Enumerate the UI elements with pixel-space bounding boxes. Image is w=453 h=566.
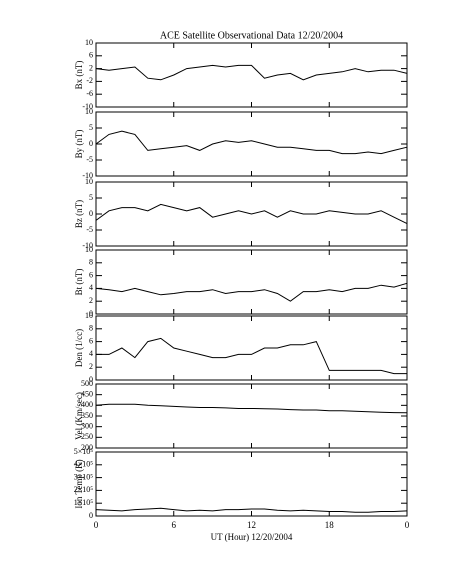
y-tick-label: 6 bbox=[89, 336, 93, 345]
y-tick-label: 5×10⁵ bbox=[74, 447, 94, 456]
y-tick-label: 0 bbox=[89, 309, 93, 318]
data-line bbox=[95, 130, 408, 155]
y-axis-label: Bz (nT) bbox=[74, 200, 84, 228]
y-tick-label: 6 bbox=[89, 51, 93, 60]
data-line bbox=[96, 337, 407, 375]
y-tick-label: 0 bbox=[89, 139, 93, 148]
y-tick-label: 2 bbox=[89, 362, 93, 371]
y-axis-label: Bx (nT) bbox=[74, 61, 84, 90]
data-line bbox=[95, 403, 408, 414]
y-axis-label: Bt (nT) bbox=[74, 269, 84, 296]
y-tick-label: 10 bbox=[85, 107, 93, 116]
panel-frame bbox=[95, 249, 408, 315]
y-tick-label: 4 bbox=[89, 349, 93, 358]
y-tick-label: 0 bbox=[89, 375, 93, 384]
data-line bbox=[95, 507, 408, 513]
y-tick-label: 10 bbox=[85, 38, 93, 47]
y-axis-label: Ion Temp (K) bbox=[74, 459, 84, 508]
y-tick-label: 0 bbox=[89, 209, 93, 218]
y-tick-label: 8 bbox=[89, 324, 93, 333]
y-tick-label: 500 bbox=[81, 379, 93, 388]
panel-frame bbox=[95, 383, 408, 449]
y-tick-label: 6 bbox=[89, 270, 93, 279]
y-tick-label: 10 bbox=[85, 245, 93, 254]
y-tick-label: 3×10⁵ bbox=[74, 472, 94, 481]
y-tick-label: 5 bbox=[89, 123, 93, 132]
data-line bbox=[95, 203, 408, 225]
y-tick-label: 2×10⁵ bbox=[74, 485, 94, 494]
y-tick-label: 2 bbox=[89, 63, 93, 72]
y-tick-label: 2 bbox=[89, 296, 93, 305]
x-tick-label: 0 bbox=[94, 520, 99, 530]
y-tick-label: 350 bbox=[81, 411, 93, 420]
x-axis-label: UT (Hour) 12/20/2004 bbox=[211, 532, 293, 542]
y-tick-label: 400 bbox=[81, 400, 93, 409]
y-tick-label: 450 bbox=[81, 389, 93, 398]
y-tick-label: -6 bbox=[86, 89, 93, 98]
y-tick-label: 10 bbox=[85, 311, 93, 320]
y-tick-label: -2 bbox=[86, 76, 93, 85]
panel-frame bbox=[95, 42, 408, 108]
y-tick-label: -10 bbox=[82, 241, 93, 250]
y-tick-label: 5 bbox=[89, 193, 93, 202]
y-tick-label: 4 bbox=[89, 283, 93, 292]
y-tick-label: 8 bbox=[89, 258, 93, 267]
y-tick-label: -10 bbox=[82, 171, 93, 180]
y-axis-label: Den (1/cc) bbox=[74, 329, 84, 367]
y-tick-label: 250 bbox=[81, 432, 93, 441]
x-tick-label: 6 bbox=[172, 520, 177, 530]
y-tick-label: 4×10⁵ bbox=[74, 460, 94, 469]
panel-frame bbox=[95, 451, 408, 517]
y-tick-label: 10 bbox=[85, 177, 93, 186]
y-tick-label: 1×10⁵ bbox=[74, 498, 94, 507]
data-line bbox=[95, 282, 408, 302]
y-tick-label: 300 bbox=[81, 421, 93, 430]
y-axis-label: By (nT) bbox=[74, 130, 84, 159]
chart-title: ACE Satellite Observational Data 12/20/2… bbox=[160, 30, 343, 41]
data-line bbox=[95, 64, 408, 81]
x-tick-label: 12 bbox=[247, 520, 256, 530]
y-axis-label: Vel (Km/sec) bbox=[74, 392, 84, 440]
y-tick-label: 200 bbox=[81, 443, 93, 452]
y-tick-label: -5 bbox=[86, 225, 93, 234]
x-tick-label: 0 bbox=[405, 520, 410, 530]
y-tick-label: 0 bbox=[89, 511, 93, 520]
y-tick-label: -5 bbox=[86, 155, 93, 164]
x-tick-label: 18 bbox=[325, 520, 335, 530]
y-tick-label: -10 bbox=[82, 102, 93, 111]
